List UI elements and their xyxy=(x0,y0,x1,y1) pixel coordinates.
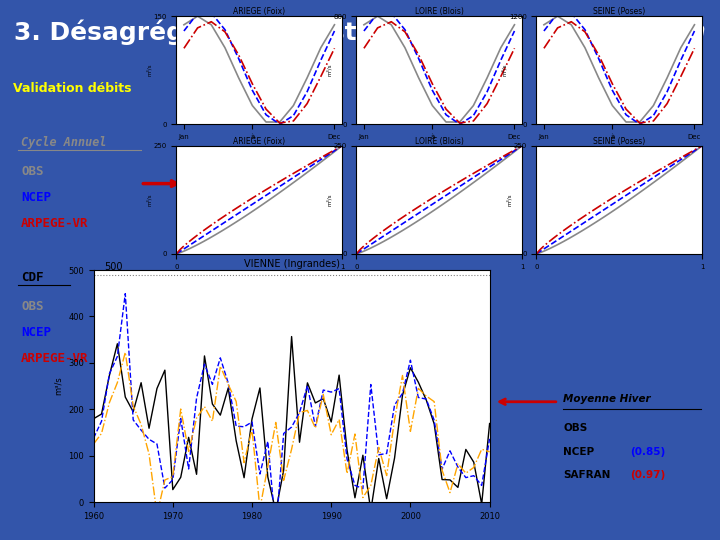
Title: ARIEGE (Foix): ARIEGE (Foix) xyxy=(233,137,285,146)
Title: LOIRE (Blois): LOIRE (Blois) xyxy=(415,137,464,146)
Title: ARIEGE (Foix): ARIEGE (Foix) xyxy=(233,7,285,16)
Text: 500: 500 xyxy=(104,261,123,272)
Y-axis label: m³/s: m³/s xyxy=(327,193,332,206)
Text: NCEP: NCEP xyxy=(563,447,594,457)
Text: 3. Désagrégation statistique: 3. Désagrégation statistique xyxy=(14,19,418,45)
Text: Moyenne Hiver: Moyenne Hiver xyxy=(563,394,651,404)
Text: CDF: CDF xyxy=(22,271,44,284)
Y-axis label: m³/s: m³/s xyxy=(146,64,152,77)
Title: VIENNE (Ingrandes): VIENNE (Ingrandes) xyxy=(243,259,340,269)
Title: SEINE (Poses): SEINE (Poses) xyxy=(593,7,645,16)
Y-axis label: m³/s: m³/s xyxy=(326,64,332,77)
Y-axis label: m³/s: m³/s xyxy=(53,377,63,395)
Text: NCEP: NCEP xyxy=(22,326,51,339)
Text: Validation: Validation xyxy=(582,21,706,44)
Text: Validation débits: Validation débits xyxy=(13,82,131,95)
Text: Cycle Annuel: Cycle Annuel xyxy=(22,136,107,148)
Y-axis label: m³/s: m³/s xyxy=(502,64,508,77)
Text: OBS: OBS xyxy=(22,300,44,313)
Text: (0.97): (0.97) xyxy=(630,470,665,481)
Text: ARPEGE-VR: ARPEGE-VR xyxy=(22,218,89,231)
Text: SAFRAN: SAFRAN xyxy=(563,470,611,481)
Y-axis label: m³/s: m³/s xyxy=(507,193,512,206)
Text: NCEP: NCEP xyxy=(22,191,51,204)
Y-axis label: m³/s: m³/s xyxy=(147,193,152,206)
Title: LOIRE (Blois): LOIRE (Blois) xyxy=(415,7,464,16)
Text: ARPEGE-VR: ARPEGE-VR xyxy=(22,353,89,366)
Text: (0.85): (0.85) xyxy=(630,447,665,457)
Text: OBS: OBS xyxy=(22,165,44,178)
Title: SEINE (Poses): SEINE (Poses) xyxy=(593,137,645,146)
Text: OBS: OBS xyxy=(563,423,588,433)
